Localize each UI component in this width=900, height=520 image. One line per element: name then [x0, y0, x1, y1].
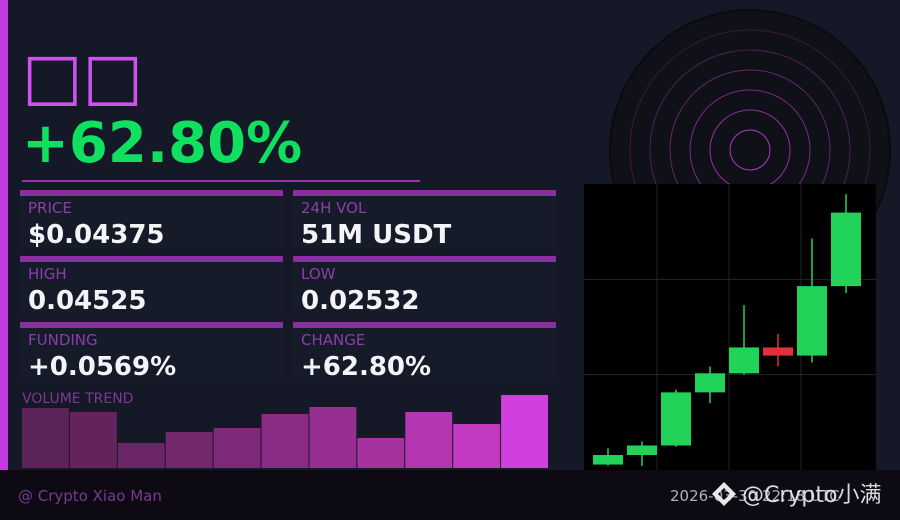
card-label: CHANGE — [301, 331, 365, 349]
card — [293, 322, 556, 382]
card — [20, 190, 283, 250]
candle-body — [661, 392, 691, 446]
timestamp: 2026-03-30 22:18 UTC — [670, 487, 840, 505]
card-value: +62.80% — [301, 352, 431, 382]
footer-bar — [0, 470, 900, 520]
card-strip — [20, 190, 283, 196]
volume-bar — [213, 428, 261, 468]
volume-bar — [261, 414, 309, 468]
card-label: 24H VOL — [301, 199, 367, 217]
card-label: LOW — [301, 265, 336, 283]
candle-body — [729, 347, 759, 374]
candle-body — [797, 286, 827, 356]
volume-bar — [22, 408, 69, 468]
card-value: 0.04525 — [28, 286, 146, 316]
volume-bar — [165, 432, 213, 468]
card-label: FUNDING — [28, 331, 98, 349]
card-strip — [20, 256, 283, 262]
volume-bar — [117, 443, 165, 468]
title: □□ — [22, 40, 143, 114]
watermark-icon — [712, 482, 736, 506]
card — [20, 322, 283, 382]
card — [293, 190, 556, 250]
volume-bar — [309, 407, 357, 468]
card-value: 0.02532 — [301, 286, 419, 316]
card-strip — [293, 190, 556, 196]
change: +62.80% — [22, 111, 302, 176]
candle-body — [831, 212, 861, 287]
card-strip — [20, 322, 283, 328]
candle-body — [763, 347, 793, 356]
card-strip — [293, 256, 556, 262]
card — [293, 256, 556, 316]
card-value: 51M USDT — [301, 220, 452, 250]
card-value: +0.0569% — [28, 352, 176, 382]
volume-bar — [69, 412, 117, 468]
candle-body — [627, 445, 657, 456]
credit: @ Crypto Xiao Man — [18, 487, 162, 505]
watermark: @Crypto小满 — [742, 483, 881, 508]
card-value: $0.04375 — [28, 220, 165, 250]
chart-title: VOLUME TREND — [22, 391, 133, 407]
volume-bar — [453, 424, 501, 468]
card — [20, 256, 283, 316]
card-label: HIGH — [28, 265, 67, 283]
card-strip — [293, 322, 556, 328]
candle-layer — [584, 184, 876, 470]
candle-body — [695, 373, 725, 393]
volume-bar — [357, 438, 405, 468]
candle-panel — [584, 184, 876, 470]
accent-bar — [0, 0, 8, 470]
volume-bar — [501, 395, 548, 468]
candle-body — [593, 455, 623, 465]
volume-bar — [405, 412, 453, 468]
card-label: PRICE — [28, 199, 72, 217]
